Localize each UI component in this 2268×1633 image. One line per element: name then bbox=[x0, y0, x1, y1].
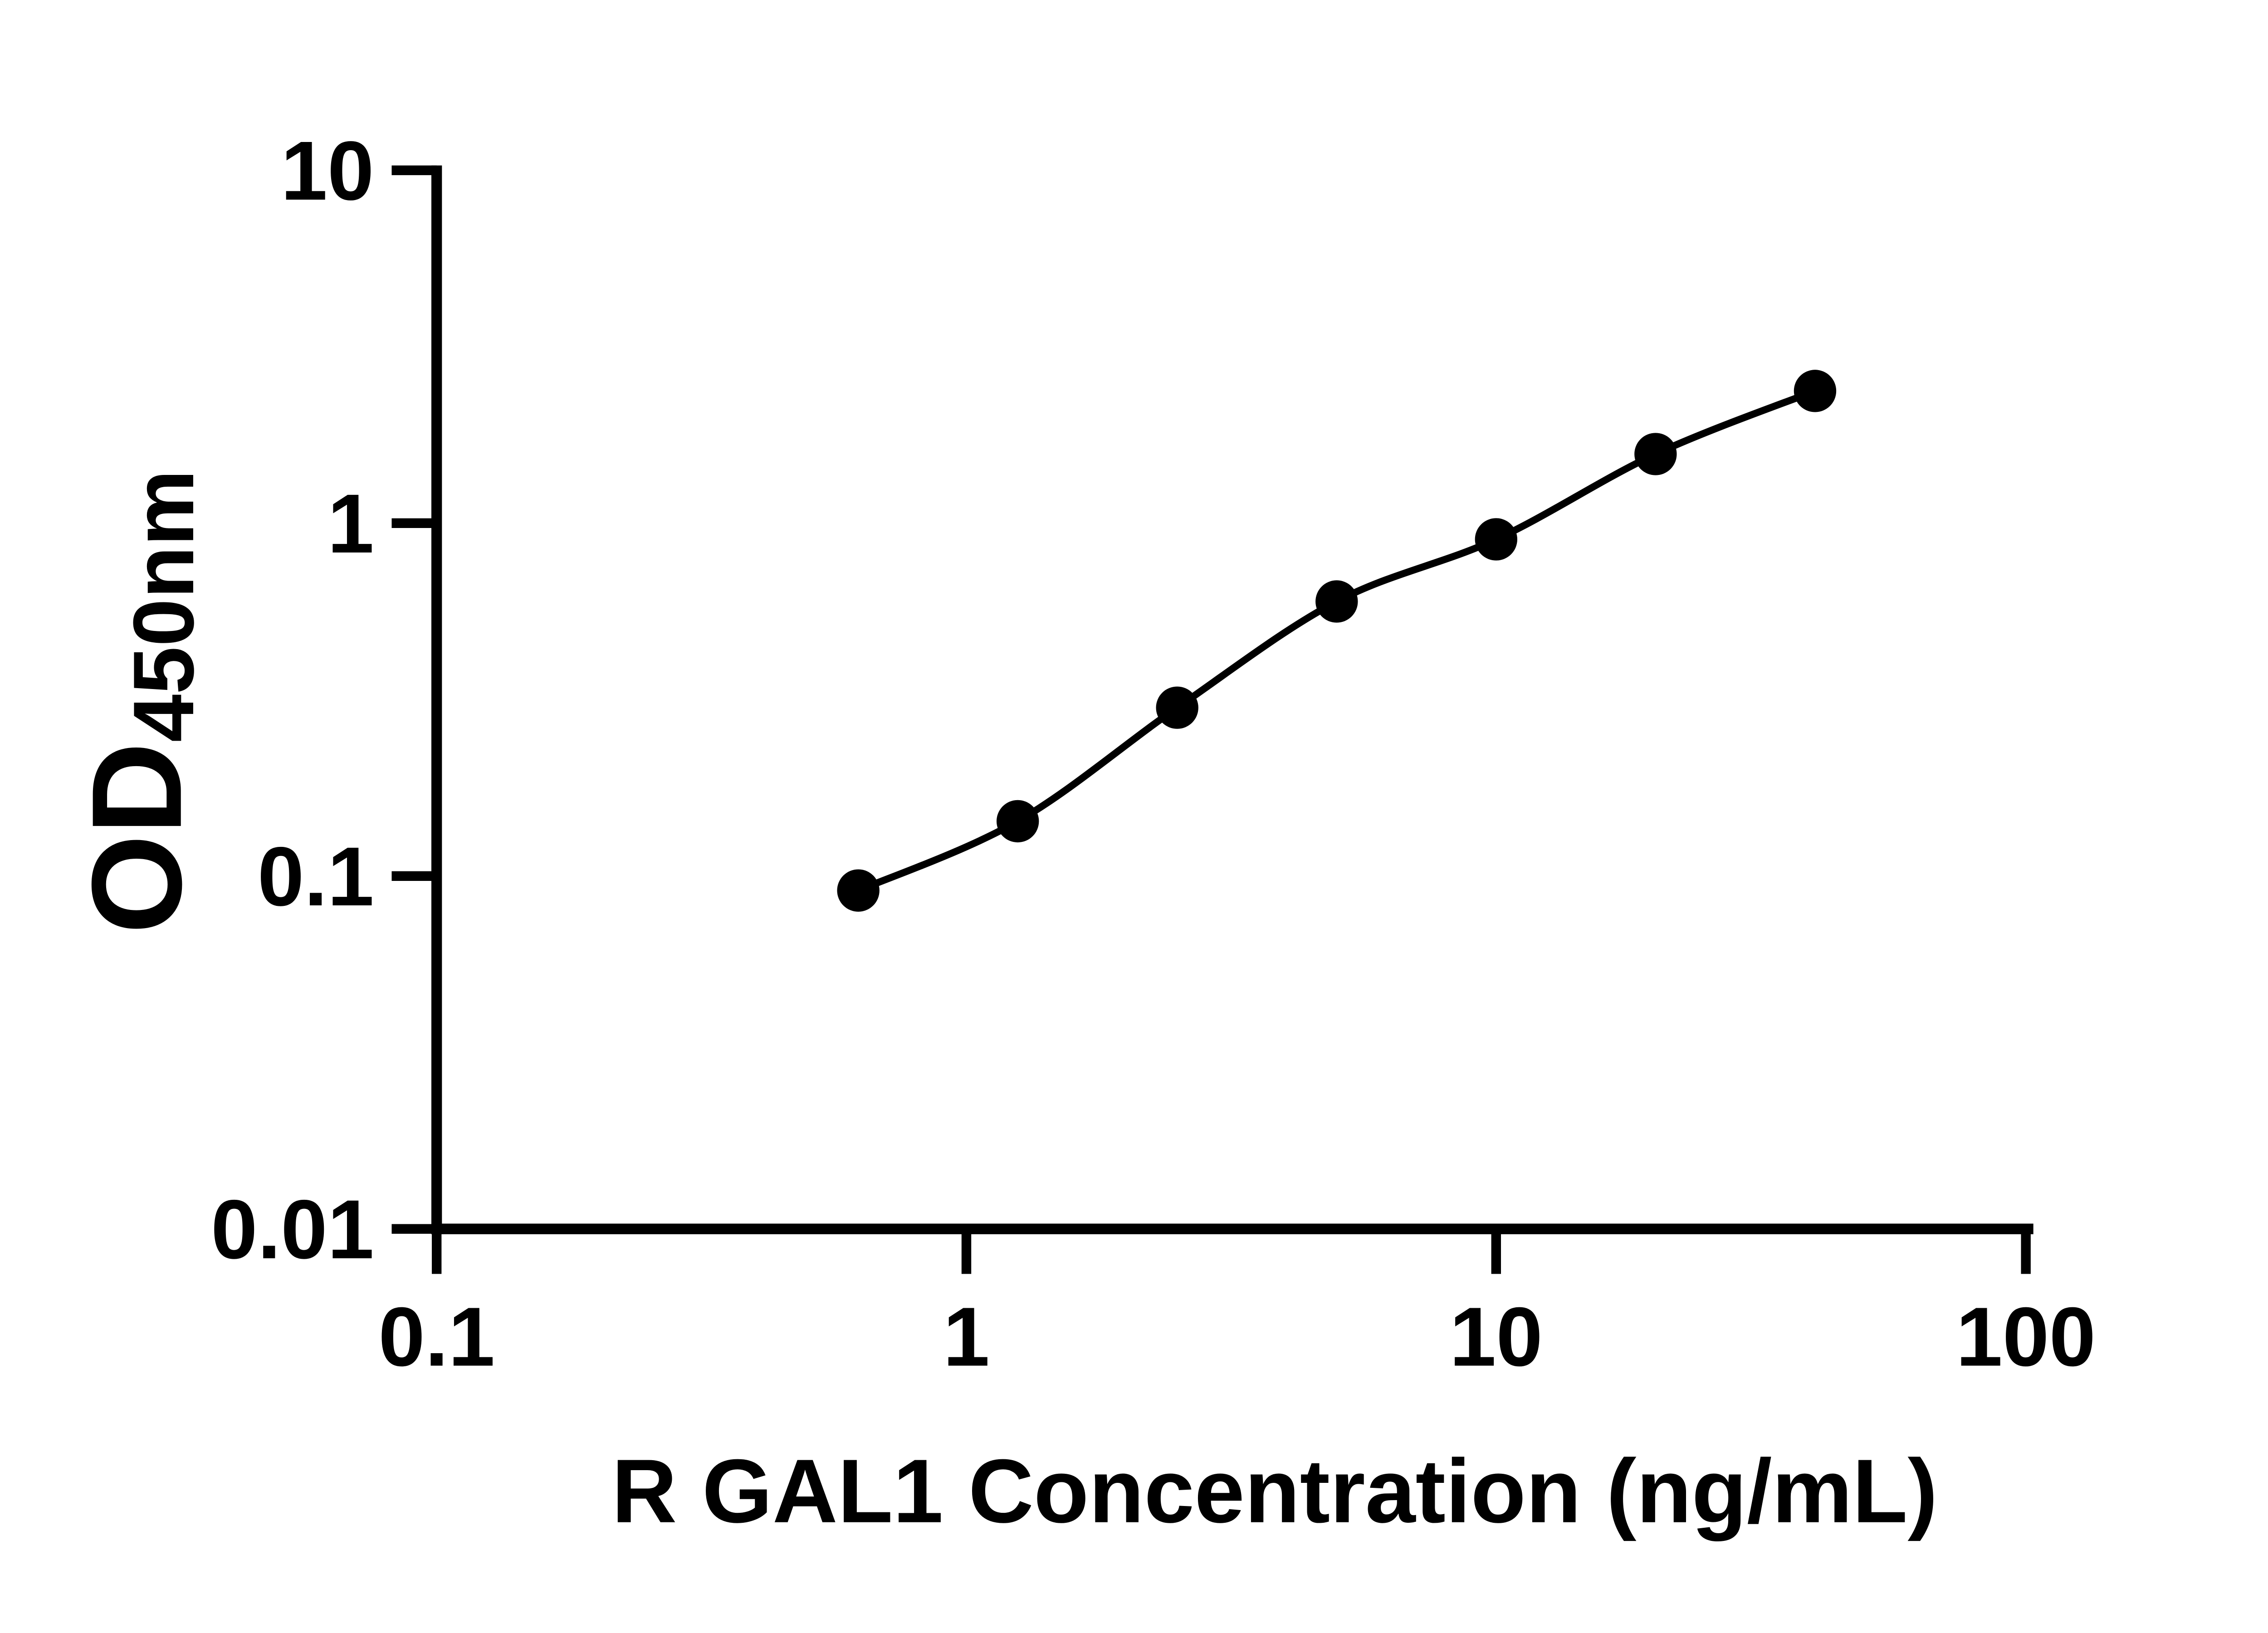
y-tick-label: 0.1 bbox=[258, 830, 374, 924]
data-point bbox=[997, 800, 1039, 843]
data-point bbox=[1315, 580, 1358, 623]
axes bbox=[431, 165, 2033, 1234]
x-tick-label: 0.1 bbox=[378, 1291, 495, 1384]
y-axis-title-main: OD bbox=[65, 742, 208, 934]
data-point bbox=[1475, 518, 1518, 561]
y-axis-title: OD450nm bbox=[65, 469, 212, 934]
data-point bbox=[1794, 370, 1837, 412]
y-tick-label: 0.01 bbox=[211, 1183, 374, 1276]
x-tick-label: 10 bbox=[1450, 1291, 1543, 1384]
y-axis-title-sub: 450nm bbox=[116, 469, 212, 742]
y-tick-label: 10 bbox=[281, 124, 374, 218]
axis-titles: R GAL1 Concentration (ng/mL) OD450nm bbox=[65, 469, 1938, 1542]
data-point bbox=[837, 869, 880, 912]
x-tick-label: 1 bbox=[943, 1291, 990, 1384]
data-point bbox=[1156, 686, 1198, 729]
axis-ticks bbox=[391, 165, 2031, 1274]
x-axis-title: R GAL1 Concentration (ng/mL) bbox=[612, 1441, 1938, 1542]
y-tick-label: 1 bbox=[327, 477, 374, 571]
x-tick-label: 100 bbox=[1956, 1291, 2096, 1384]
data-series bbox=[837, 370, 1837, 912]
data-point bbox=[1634, 433, 1677, 475]
